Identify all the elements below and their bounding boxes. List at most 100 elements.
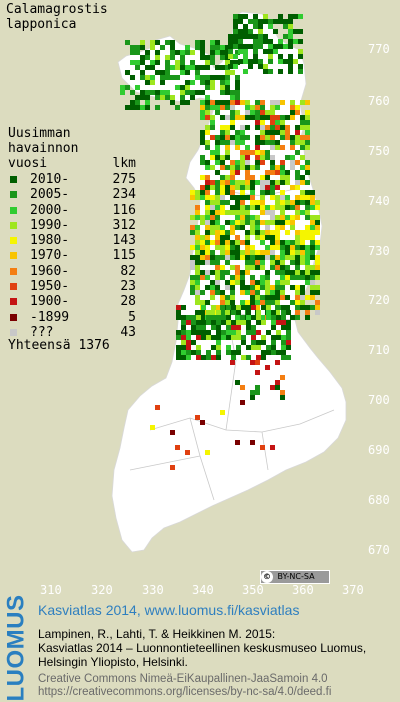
occurrence-square xyxy=(275,195,280,200)
occurrence-square xyxy=(140,95,145,100)
cc-license-badge[interactable]: © BY-NC-SA xyxy=(260,570,330,584)
occurrence-square xyxy=(310,290,315,295)
legend-year-label: 1990- xyxy=(30,217,70,233)
legend-swatch xyxy=(10,267,17,275)
occurrence-square xyxy=(290,270,295,275)
occurrence-square xyxy=(220,135,225,140)
occurrence-square xyxy=(245,240,250,245)
occurrence-square xyxy=(290,300,295,305)
occurrence-square xyxy=(215,205,220,210)
occurrence-square xyxy=(210,230,215,235)
occurrence-square xyxy=(215,40,220,45)
occurrence-square xyxy=(270,220,275,225)
occurrence-square xyxy=(220,155,225,160)
occurrence-square xyxy=(205,85,210,90)
occurrence-square xyxy=(225,210,230,215)
occurrence-square xyxy=(155,60,160,65)
atlas-link[interactable]: Kasviatlas 2014, www.luomus.fi/kasviatla… xyxy=(38,602,300,618)
occurrence-square xyxy=(300,240,305,245)
occurrence-square xyxy=(295,275,300,280)
legend-swatch xyxy=(10,252,17,260)
occurrence-square xyxy=(300,275,305,280)
occurrence-square xyxy=(233,34,238,39)
occurrence-square xyxy=(270,135,275,140)
occurrence-square xyxy=(215,65,220,70)
occurrence-square xyxy=(186,315,191,320)
occurrence-square xyxy=(290,225,295,230)
occurrence-square xyxy=(176,350,181,355)
legend-swatch xyxy=(10,283,17,291)
occurrence-square xyxy=(176,335,181,340)
occurrence-square xyxy=(270,255,275,260)
occurrence-square xyxy=(216,325,221,330)
occurrence-square xyxy=(285,280,290,285)
occurrence-square xyxy=(278,19,283,24)
occurrence-square xyxy=(260,120,265,125)
occurrence-square xyxy=(195,90,200,95)
occurrence-square xyxy=(275,165,280,170)
occurrence-square xyxy=(196,330,201,335)
occurrence-square xyxy=(285,220,290,225)
occurrence-square xyxy=(155,70,160,75)
occurrence-square xyxy=(190,195,195,200)
occurrence-square xyxy=(275,230,280,235)
occurrence-square xyxy=(231,350,236,355)
occurrence-square xyxy=(245,150,250,155)
occurrence-square xyxy=(211,325,216,330)
occurrence-square xyxy=(255,100,260,105)
occurrence-square xyxy=(275,185,280,190)
occurrence-square xyxy=(206,335,211,340)
occurrence-square xyxy=(275,140,280,145)
occurrence-square xyxy=(230,225,235,230)
occurrence-square xyxy=(236,350,241,355)
occurrence-square xyxy=(210,205,215,210)
occurrence-square xyxy=(190,290,195,295)
occurrence-square xyxy=(231,330,236,335)
occurrence-square xyxy=(295,125,300,130)
occurrence-square xyxy=(180,65,185,70)
occurrence-square xyxy=(246,330,251,335)
occurrence-square xyxy=(295,265,300,270)
occurrence-square xyxy=(245,235,250,240)
occurrence-square xyxy=(240,215,245,220)
occurrence-square xyxy=(305,255,310,260)
occurrence-square xyxy=(215,255,220,260)
occurrence-square xyxy=(233,19,238,24)
occurrence-square xyxy=(180,90,185,95)
occurrence-square xyxy=(265,115,270,120)
occurrence-square xyxy=(195,300,200,305)
occurrence-square xyxy=(135,85,140,90)
occurrence-square xyxy=(281,350,286,355)
occurrence-square xyxy=(200,275,205,280)
occurrence-square xyxy=(191,330,196,335)
occurrence-square xyxy=(280,270,285,275)
occurrence-square xyxy=(155,90,160,95)
occurrence-square xyxy=(278,14,283,19)
occurrence-square xyxy=(220,225,225,230)
occurrence-square xyxy=(205,200,210,205)
occurrence-square xyxy=(280,240,285,245)
occurrence-square xyxy=(196,350,201,355)
occurrence-square xyxy=(181,315,186,320)
occurrence-square xyxy=(220,100,225,105)
occurrence-square xyxy=(245,100,250,105)
occurrence-square xyxy=(243,59,248,64)
license-url[interactable]: https://creativecommons.org/licenses/by-… xyxy=(38,686,332,698)
occurrence-square xyxy=(310,295,315,300)
occurrence-square xyxy=(273,44,278,49)
occurrence-square xyxy=(310,240,315,245)
occurrence-square xyxy=(181,335,186,340)
occurrence-square xyxy=(260,125,265,130)
occurrence-square xyxy=(250,110,255,115)
occurrence-square xyxy=(225,100,230,105)
occurrence-square xyxy=(270,115,275,120)
occurrence-square xyxy=(220,270,225,275)
occurrence-square xyxy=(268,19,273,24)
occurrence-square xyxy=(230,120,235,125)
occurrence-square xyxy=(290,315,295,320)
occurrence-square xyxy=(216,335,221,340)
occurrence-square xyxy=(285,200,290,205)
occurrence-square xyxy=(245,115,250,120)
occurrence-square xyxy=(220,295,225,300)
occurrence-square xyxy=(290,155,295,160)
